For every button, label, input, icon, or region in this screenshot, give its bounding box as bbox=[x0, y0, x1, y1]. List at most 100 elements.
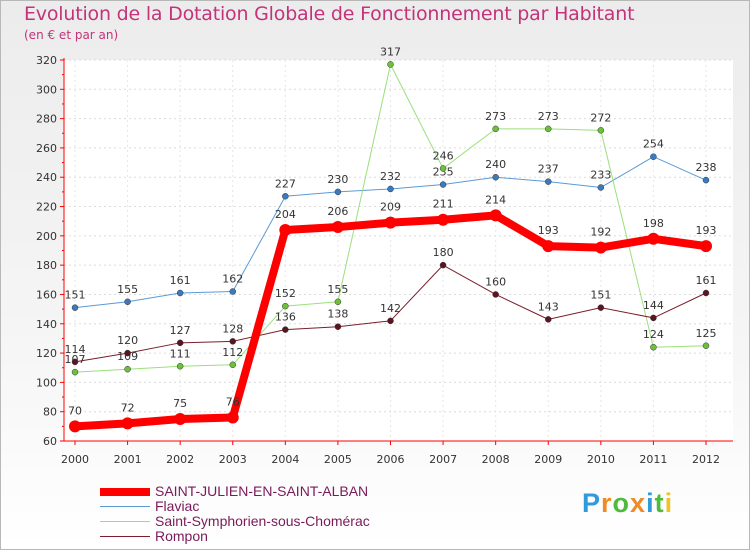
logo-letter: i bbox=[646, 488, 655, 518]
data-point-flaviac bbox=[124, 298, 131, 306]
data-label-rompon: 144 bbox=[643, 299, 664, 312]
data-point-saint-symphorien-sous-chom-rac bbox=[545, 125, 552, 133]
data-label-rompon: 160 bbox=[485, 275, 506, 288]
data-label-rompon: 127 bbox=[170, 324, 191, 337]
data-point-saint-symphorien-sous-chom-rac bbox=[387, 61, 394, 68]
y-tick-label: 60 bbox=[43, 435, 57, 448]
x-tick-label: 2000 bbox=[61, 453, 89, 466]
data-label-saint-julien-en-saint-alban: 75 bbox=[173, 397, 187, 410]
data-point-rompon bbox=[124, 349, 131, 357]
data-label-flaviac: 151 bbox=[65, 289, 86, 302]
data-point-saint-symphorien-sous-chom-rac bbox=[702, 342, 710, 349]
legend-swatch bbox=[100, 506, 150, 507]
data-point-saint-julien-en-saint-alban bbox=[384, 216, 397, 229]
data-label-saint-symphorien-sous-chom-rac: 152 bbox=[275, 287, 296, 300]
legend-label: Saint-Symphorien-sous-Chomérac bbox=[155, 513, 370, 529]
data-label-saint-julien-en-saint-alban: 193 bbox=[696, 224, 717, 237]
data-point-flaviac bbox=[545, 178, 552, 185]
data-label-saint-julien-en-saint-alban: 192 bbox=[590, 226, 611, 239]
data-point-flaviac bbox=[597, 184, 605, 191]
data-point-saint-julien-en-saint-alban bbox=[121, 417, 134, 430]
x-tick-label: 2001 bbox=[114, 453, 142, 466]
data-point-rompon bbox=[597, 304, 605, 311]
data-label-rompon: 143 bbox=[538, 300, 559, 313]
x-tick-label: 2004 bbox=[271, 453, 299, 466]
logo-letter: P bbox=[582, 488, 602, 518]
data-label-saint-julien-en-saint-alban: 198 bbox=[643, 217, 664, 230]
logo-letter: t bbox=[654, 488, 665, 518]
data-point-flaviac bbox=[387, 185, 394, 193]
plot-area bbox=[64, 60, 733, 441]
data-label-flaviac: 162 bbox=[222, 273, 243, 286]
x-tick-label: 2010 bbox=[587, 453, 615, 466]
legend-item: Flaviac bbox=[100, 498, 420, 514]
data-label-saint-symphorien-sous-chom-rac: 317 bbox=[380, 45, 401, 58]
data-label-saint-julien-en-saint-alban: 209 bbox=[380, 201, 401, 214]
y-tick-label: 160 bbox=[36, 288, 57, 301]
logo-letter: i bbox=[664, 488, 674, 518]
data-point-flaviac bbox=[439, 181, 447, 188]
data-label-rompon: 114 bbox=[65, 343, 86, 356]
chart-subtitle: (en € et par an) bbox=[24, 28, 119, 42]
data-label-saint-symphorien-sous-chom-rac: 124 bbox=[643, 328, 664, 341]
data-label-saint-symphorien-sous-chom-rac: 273 bbox=[538, 110, 559, 123]
legend-label: SAINT-JULIEN-EN-SAINT-ALBAN bbox=[155, 483, 369, 499]
y-tick-label: 220 bbox=[36, 201, 57, 214]
data-label-rompon: 142 bbox=[380, 302, 401, 315]
data-point-rompon bbox=[176, 339, 184, 347]
data-point-flaviac bbox=[71, 304, 79, 311]
data-label-flaviac: 161 bbox=[170, 274, 191, 287]
data-label-saint-julien-en-saint-alban: 206 bbox=[327, 205, 348, 218]
data-point-saint-symphorien-sous-chom-rac bbox=[282, 302, 289, 310]
data-point-rompon bbox=[650, 314, 657, 322]
data-point-flaviac bbox=[334, 188, 342, 196]
data-point-saint-julien-en-saint-alban bbox=[174, 413, 187, 426]
data-point-saint-julien-en-saint-alban bbox=[489, 209, 502, 222]
data-point-rompon bbox=[702, 289, 710, 297]
x-tick-label: 2007 bbox=[429, 453, 457, 466]
legend-item: SAINT-JULIEN-EN-SAINT-ALBAN bbox=[100, 483, 420, 499]
data-point-saint-julien-en-saint-alban bbox=[69, 420, 81, 433]
y-tick-label: 200 bbox=[36, 230, 57, 243]
data-label-rompon: 120 bbox=[117, 334, 138, 347]
data-label-rompon: 128 bbox=[222, 322, 243, 335]
data-point-saint-julien-en-saint-alban bbox=[542, 240, 555, 253]
data-point-flaviac bbox=[176, 289, 184, 297]
x-tick-label: 2012 bbox=[692, 453, 720, 466]
x-tick-label: 2006 bbox=[377, 453, 405, 466]
y-tick-label: 260 bbox=[36, 142, 57, 155]
y-tick-label: 80 bbox=[43, 406, 57, 419]
data-label-flaviac: 230 bbox=[327, 173, 348, 186]
data-point-saint-julien-en-saint-alban bbox=[437, 213, 450, 226]
data-label-flaviac: 237 bbox=[538, 163, 559, 176]
data-label-flaviac: 233 bbox=[590, 168, 611, 181]
legend-swatch bbox=[100, 488, 150, 496]
data-label-rompon: 136 bbox=[275, 311, 296, 324]
y-tick-label: 120 bbox=[36, 347, 57, 360]
legend-label: Flaviac bbox=[155, 498, 200, 514]
data-point-rompon bbox=[492, 291, 499, 298]
data-label-saint-symphorien-sous-chom-rac: 272 bbox=[590, 111, 611, 124]
data-label-saint-symphorien-sous-chom-rac: 112 bbox=[222, 346, 243, 359]
legend-swatch bbox=[100, 521, 150, 522]
chart-title: Evolution de la Dotation Globale de Fonc… bbox=[24, 3, 635, 25]
data-label-rompon: 180 bbox=[433, 246, 454, 259]
data-point-rompon bbox=[387, 317, 394, 325]
data-point-saint-symphorien-sous-chom-rac bbox=[176, 363, 184, 370]
y-tick-label: 280 bbox=[36, 113, 57, 126]
data-point-saint-julien-en-saint-alban bbox=[594, 241, 607, 254]
logo-letter: r bbox=[601, 488, 613, 518]
x-tick-label: 2008 bbox=[482, 453, 510, 466]
data-point-rompon bbox=[282, 326, 289, 333]
data-point-rompon bbox=[545, 316, 552, 323]
data-label-flaviac: 238 bbox=[696, 161, 717, 174]
data-label-rompon: 161 bbox=[696, 274, 717, 287]
data-point-saint-julien-en-saint-alban bbox=[700, 240, 712, 253]
legend-swatch bbox=[100, 536, 150, 537]
data-label-saint-julien-en-saint-alban: 193 bbox=[538, 224, 559, 237]
legend-item: Saint-Symphorien-sous-Chomérac bbox=[100, 513, 420, 529]
y-tick-label: 320 bbox=[36, 54, 57, 67]
data-label-flaviac: 232 bbox=[380, 170, 401, 183]
x-tick-label: 2003 bbox=[219, 453, 247, 466]
